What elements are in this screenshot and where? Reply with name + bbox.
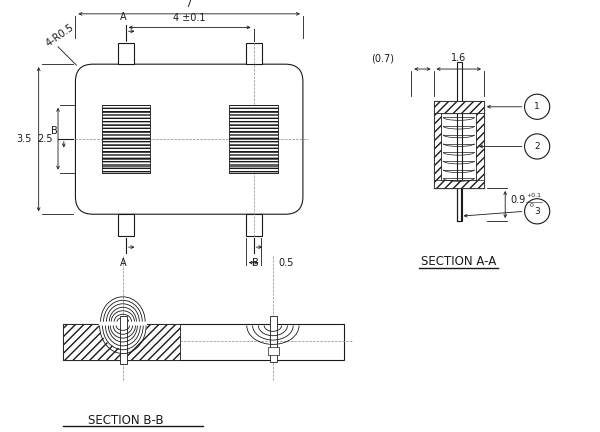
Text: 3: 3	[534, 207, 540, 216]
FancyBboxPatch shape	[76, 64, 303, 214]
Text: 2: 2	[535, 142, 540, 151]
Text: 4 ±0.1: 4 ±0.1	[173, 13, 206, 22]
Bar	[434, 113, 442, 188]
Bar	[63, 324, 344, 360]
Bar	[63, 324, 180, 360]
Text: SECTION B-B: SECTION B-B	[88, 413, 164, 427]
Text: +0.1: +0.1	[526, 194, 541, 198]
Text: A: A	[119, 12, 126, 22]
Bar	[118, 214, 134, 235]
Bar	[476, 113, 484, 188]
Bar	[101, 105, 150, 173]
Text: 1.6: 1.6	[451, 53, 466, 63]
Bar	[246, 43, 262, 64]
Text: B: B	[51, 126, 58, 136]
Text: 7: 7	[185, 0, 192, 9]
Bar	[434, 101, 484, 113]
Bar	[246, 214, 262, 235]
Bar	[118, 43, 134, 64]
Text: 2.5: 2.5	[38, 134, 53, 144]
Bar	[270, 316, 277, 362]
Bar	[457, 62, 461, 221]
Text: 0.5: 0.5	[279, 257, 294, 267]
Bar	[434, 180, 484, 188]
Text: SECTION A-A: SECTION A-A	[421, 255, 496, 268]
Text: 0.9: 0.9	[510, 195, 525, 205]
Text: 3.5: 3.5	[17, 134, 32, 144]
Text: (0.7): (0.7)	[371, 53, 394, 63]
Bar	[434, 101, 484, 113]
Bar	[229, 105, 278, 173]
Text: B: B	[252, 258, 259, 268]
Text: A: A	[119, 258, 126, 268]
Bar	[268, 347, 279, 355]
Bar	[80, 328, 100, 356]
Text: 0: 0	[529, 203, 533, 208]
Text: 4-R0.5: 4-R0.5	[44, 22, 76, 48]
Text: 1: 1	[534, 102, 540, 111]
Bar	[120, 316, 127, 364]
